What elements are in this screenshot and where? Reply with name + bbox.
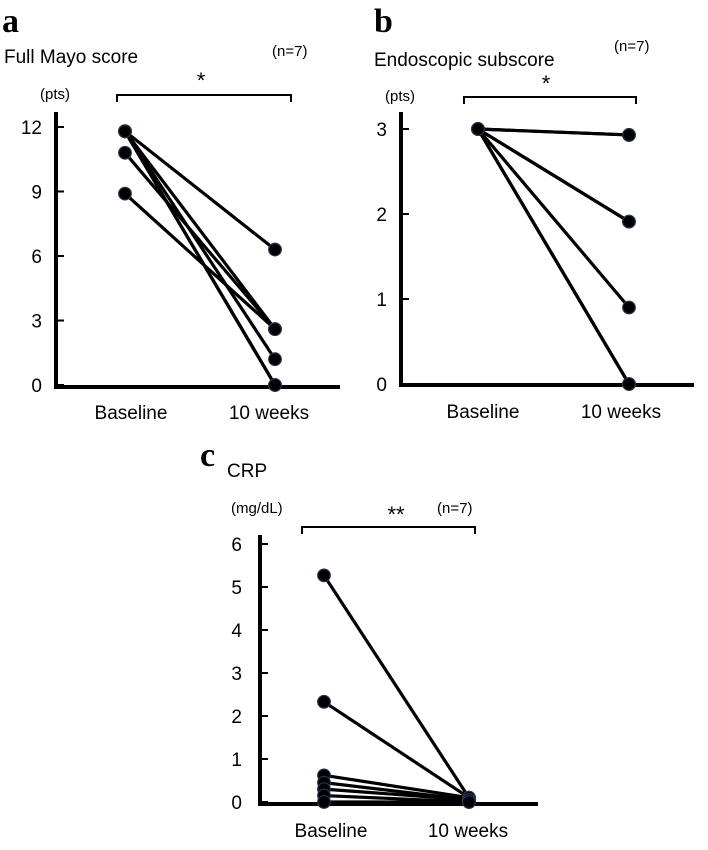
panel-a-point-baseline xyxy=(118,186,132,201)
panel-b: b Endoscopic subscore (n=7) (pts) * 0 1 2 3… xyxy=(374,3,694,423)
panel-c-y-ticks: 0 1 2 3 4 5 6 xyxy=(231,535,268,814)
panel-b-x-label-baseline: Baseline xyxy=(447,402,520,423)
panel-a-patient-line xyxy=(123,151,277,331)
panel-c-unit-label: (mg/dL) xyxy=(231,500,283,517)
panel-c-ytick-label: 1 xyxy=(231,750,242,771)
panel-a-x-label-10weeks: 10 weeks xyxy=(229,403,309,424)
panel-a-ytick-label: 3 xyxy=(31,312,42,333)
panel-a-patient-line xyxy=(123,130,277,361)
panel-c-n-label: (n=7) xyxy=(437,500,472,517)
panel-a-point-baseline xyxy=(118,124,132,139)
panel-c-significance-star: ** xyxy=(387,502,405,527)
panel-c-ytick-label: 6 xyxy=(231,535,242,556)
panel-b-unit-label: (pts) xyxy=(385,88,415,105)
panel-a-ytick-label: 6 xyxy=(31,247,42,268)
panel-b-ytick-label: 2 xyxy=(376,205,387,226)
panel-a-marks xyxy=(118,124,282,392)
panel-a-letter: a xyxy=(2,3,19,40)
panel-a-significance-star: * xyxy=(197,68,206,93)
panel-a-point-baseline xyxy=(118,145,132,160)
panel-a: a Full Mayo score (n=7) (pts) * 0 3 6 9 12 B… xyxy=(2,3,340,424)
panel-a-patient-line xyxy=(124,130,276,251)
panel-a-patient-line xyxy=(123,192,277,331)
panel-b-point-10weeks xyxy=(622,300,636,315)
panel-a-n-label: (n=7) xyxy=(272,43,307,60)
panel-a-patient-line xyxy=(123,130,277,331)
panel-c-point-baseline xyxy=(317,568,331,583)
panel-c-ytick-label: 2 xyxy=(231,707,242,728)
panel-b-ytick-label: 1 xyxy=(376,290,387,311)
panel-c-ytick-label: 5 xyxy=(231,578,242,599)
panel-c-patient-line xyxy=(322,574,471,799)
panel-c-point-baseline xyxy=(317,795,331,809)
panel-c-x-label-baseline: Baseline xyxy=(295,821,368,842)
panel-c-x-label-10weeks: 10 weeks xyxy=(428,821,508,842)
panel-c-patient-line xyxy=(323,787,470,802)
panel-c-marks xyxy=(317,568,476,809)
panel-a-point-10weeks xyxy=(268,242,282,257)
panel-c-point-baseline xyxy=(317,694,331,709)
panel-b-title: Endoscopic subscore xyxy=(374,50,555,71)
panel-b-significance-bracket xyxy=(463,96,637,104)
panel-c-patient-line xyxy=(323,773,470,800)
panel-b-n-label: (n=7) xyxy=(614,38,649,55)
panel-c-patient-line xyxy=(323,700,470,800)
panel-b-ytick-label: 0 xyxy=(376,375,387,396)
panel-b-point-10weeks xyxy=(622,214,636,229)
panel-b-point-10weeks xyxy=(622,377,636,391)
panel-a-ytick-label: 12 xyxy=(21,118,42,139)
panel-c-ytick-label: 3 xyxy=(231,664,242,685)
panel-c-ytick-label: 4 xyxy=(231,621,242,642)
panel-b-letter: b xyxy=(374,3,393,40)
panel-a-ytick-label: 0 xyxy=(31,376,42,397)
panel-b-marks xyxy=(471,122,636,391)
panel-b-significance-star: * xyxy=(542,71,551,96)
panel-c-ytick-label: 0 xyxy=(231,793,242,814)
panel-c-title: CRP xyxy=(227,461,267,482)
panel-c-significance-bracket xyxy=(301,526,476,534)
panel-a-patient-line xyxy=(123,130,277,386)
panel-c-point-10weeks xyxy=(462,795,476,809)
panel-a-point-10weeks xyxy=(268,322,282,337)
panel-a-point-10weeks xyxy=(268,352,282,367)
panel-b-patient-line xyxy=(477,127,630,224)
panel-a-ytick-label: 9 xyxy=(31,183,42,204)
panel-a-point-10weeks xyxy=(268,378,282,392)
panel-b-ytick-label: 3 xyxy=(376,120,387,141)
panel-b-point-baseline xyxy=(471,122,485,136)
panel-a-unit-label: (pts) xyxy=(40,86,70,103)
panel-b-y-ticks: 0 1 2 3 xyxy=(376,120,409,396)
panel-b-patient-line xyxy=(476,127,631,309)
panel-b-patient-line xyxy=(476,128,631,385)
panel-a-significance-bracket xyxy=(116,94,292,102)
panel-b-point-10weeks xyxy=(622,128,636,142)
panel-a-title: Full Mayo score xyxy=(4,47,138,68)
panel-c-letter: c xyxy=(200,437,215,474)
panel-b-patient-line xyxy=(477,127,630,137)
panel-b-x-label-10weeks: 10 weeks xyxy=(581,402,661,423)
panel-a-x-label-baseline: Baseline xyxy=(95,403,168,424)
